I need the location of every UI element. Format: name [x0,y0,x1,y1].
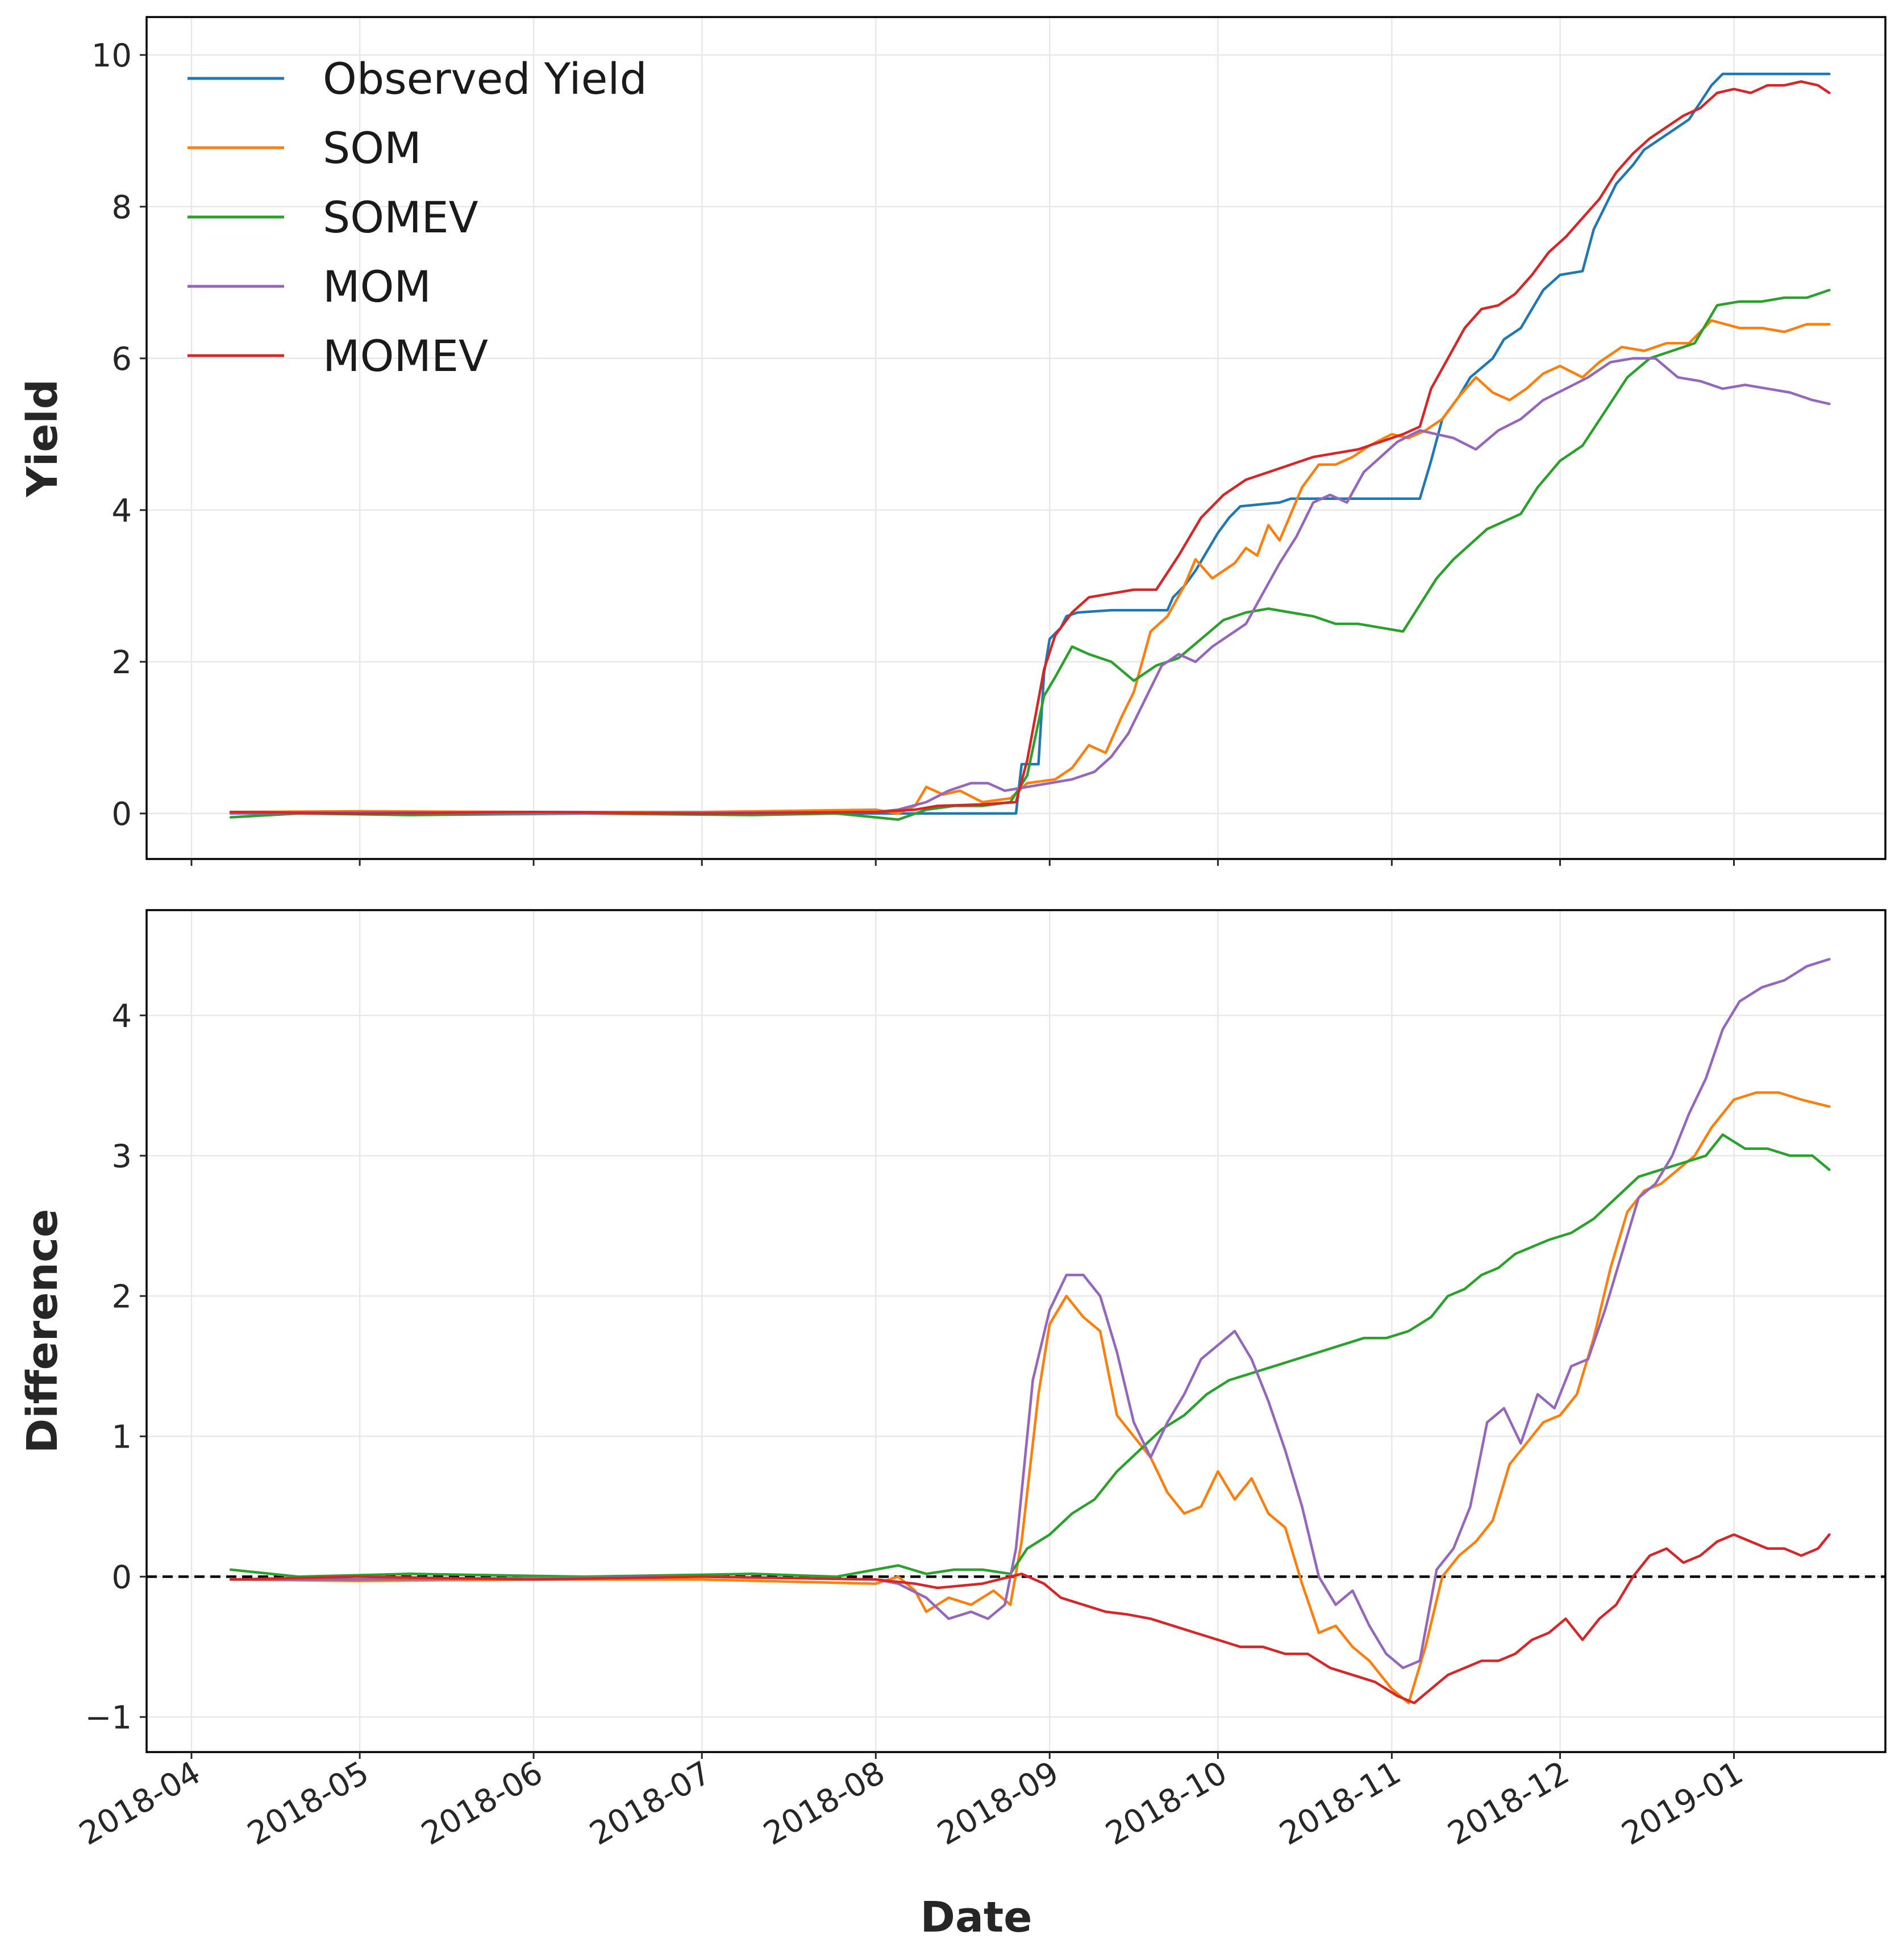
series-line-observed-yield [229,72,1831,815]
series-line-som [229,319,1831,815]
legend-label-observed-yield: Observed Yield [323,53,647,104]
x-tick-label: 2018-12 [1442,1754,1575,1853]
x-tick-label: 2018-07 [584,1754,717,1853]
y-tick-label: 4 [111,493,132,529]
x-tick-label: 2018-10 [1100,1754,1233,1853]
y-tick-label: 3 [111,1138,132,1175]
legend-label-momev: MOMEV [323,331,488,381]
axes-layer: 0 2 4 6 8 10 Yield −1 0 1 2 3 4 2018-04 2018-05 2018-06… [18,16,1887,1942]
plot-frame [145,909,1887,1753]
y-tick-label: 2 [111,644,132,681]
y-tick-label: 4 [111,998,132,1035]
x-tick-label: 2018-08 [757,1754,891,1853]
x-tick-label: 2018-06 [415,1754,549,1853]
series-line-som [229,1091,1831,1704]
series-line-somev [229,1133,1831,1578]
series-layer [147,72,1885,1704]
series-line-momev [229,1533,1831,1704]
y-tick-label: 6 [111,341,132,378]
plot-frame [145,16,1887,860]
series-line-mom [229,958,1831,1670]
x-tick-label: 2018-11 [1273,1754,1407,1853]
x-tick-label: 2018-09 [931,1754,1065,1853]
legend-label-mom: MOM [323,261,431,312]
x-tick-label: 2018-04 [73,1754,207,1853]
y-tick-label: 1 [111,1419,132,1456]
series-line-momev [229,80,1831,815]
y-tick-label: 10 [91,37,132,74]
series-line-mom [229,357,1831,815]
x-tick-label: 2019-01 [1615,1754,1749,1853]
y-tick-label: 2 [111,1278,132,1315]
y-tick-label: 0 [111,1559,132,1596]
legend-label-som: SOM [323,123,422,173]
y-axis-title: Yield [18,379,67,497]
x-axis-title: Date [921,1893,1032,1942]
y-tick-label: 8 [111,189,132,226]
y-axis-title: Difference [18,1209,67,1453]
y-tick-label: 0 [111,796,132,833]
legend: Observed Yield SOM SOMEV MOM MOMEV [188,53,647,381]
x-tick-label: 2018-05 [241,1754,375,1853]
legend-label-somev: SOMEV [323,192,478,243]
y-tick-label: −1 [85,1699,132,1736]
